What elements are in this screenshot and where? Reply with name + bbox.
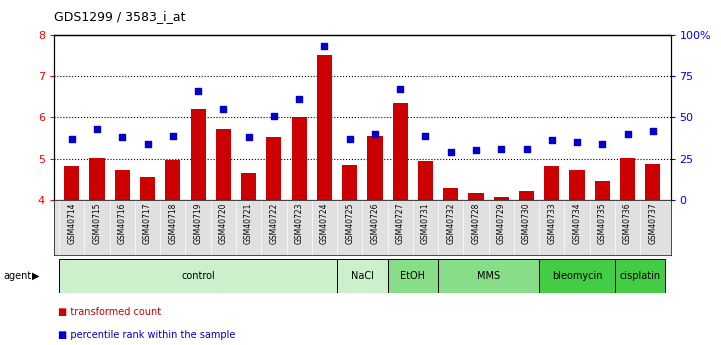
Text: GSM40733: GSM40733: [547, 203, 557, 245]
Point: [344, 136, 355, 141]
Point: [571, 139, 583, 145]
Text: ■ percentile rank within the sample: ■ percentile rank within the sample: [58, 330, 235, 340]
Bar: [438, 259, 539, 293]
Text: MMS: MMS: [477, 271, 500, 281]
Point: [218, 106, 229, 112]
Bar: [595, 181, 610, 200]
Point: [293, 96, 305, 102]
Bar: [615, 259, 665, 293]
Text: GSM40737: GSM40737: [648, 203, 658, 245]
Bar: [317, 55, 332, 200]
Text: GSM40732: GSM40732: [446, 203, 455, 244]
Point: [420, 133, 431, 138]
Text: GSM40731: GSM40731: [421, 203, 430, 244]
Bar: [388, 259, 438, 293]
Text: GSM40727: GSM40727: [396, 203, 404, 244]
Text: GSM40724: GSM40724: [320, 203, 329, 244]
Point: [268, 113, 280, 118]
Point: [470, 148, 482, 153]
Text: control: control: [181, 271, 215, 281]
Text: GSM40728: GSM40728: [472, 203, 480, 244]
Text: GSM40736: GSM40736: [623, 203, 632, 245]
Bar: [443, 188, 459, 200]
Point: [66, 136, 78, 141]
Text: GSM40715: GSM40715: [92, 203, 102, 244]
Text: agent: agent: [4, 271, 32, 281]
Text: GSM40734: GSM40734: [572, 203, 582, 245]
Text: cisplatin: cisplatin: [619, 271, 660, 281]
Text: GSM40717: GSM40717: [143, 203, 152, 244]
Point: [243, 135, 255, 140]
Text: ■ transformed count: ■ transformed count: [58, 307, 161, 317]
Bar: [216, 129, 231, 200]
Point: [546, 138, 557, 143]
Text: GSM40719: GSM40719: [193, 203, 203, 244]
Bar: [342, 165, 357, 200]
Bar: [59, 259, 337, 293]
Bar: [291, 117, 306, 200]
Text: GSM40720: GSM40720: [219, 203, 228, 244]
Point: [117, 135, 128, 140]
Bar: [570, 170, 585, 200]
Text: GSM40729: GSM40729: [497, 203, 505, 244]
Bar: [337, 259, 388, 293]
Point: [647, 128, 658, 133]
Point: [495, 146, 507, 151]
Text: GSM40716: GSM40716: [118, 203, 127, 244]
Point: [142, 141, 154, 147]
Point: [596, 141, 608, 147]
Bar: [519, 191, 534, 200]
Point: [193, 88, 204, 93]
Point: [92, 126, 103, 132]
Text: GSM40721: GSM40721: [244, 203, 253, 244]
Point: [167, 133, 179, 138]
Text: GSM40723: GSM40723: [295, 203, 304, 244]
Text: GSM40726: GSM40726: [371, 203, 379, 244]
Bar: [418, 161, 433, 200]
Bar: [393, 103, 408, 200]
Text: GSM40714: GSM40714: [67, 203, 76, 244]
Bar: [115, 170, 130, 200]
Point: [445, 149, 456, 155]
Bar: [539, 259, 615, 293]
Bar: [645, 164, 660, 200]
Point: [622, 131, 633, 137]
Text: NaCl: NaCl: [351, 271, 373, 281]
Point: [319, 43, 330, 49]
Bar: [620, 158, 635, 200]
Text: GSM40735: GSM40735: [598, 203, 607, 245]
Bar: [140, 177, 155, 200]
Point: [394, 86, 406, 92]
Text: GSM40722: GSM40722: [270, 203, 278, 244]
Point: [521, 146, 532, 151]
Text: GSM40725: GSM40725: [345, 203, 354, 244]
Bar: [64, 166, 79, 200]
Bar: [544, 166, 559, 200]
Bar: [165, 160, 180, 200]
Text: GDS1299 / 3583_i_at: GDS1299 / 3583_i_at: [54, 10, 185, 23]
Text: ▶: ▶: [32, 271, 39, 281]
Bar: [494, 197, 509, 200]
Bar: [241, 173, 256, 200]
Bar: [368, 136, 383, 200]
Bar: [266, 137, 281, 200]
Bar: [89, 158, 105, 200]
Point: [369, 131, 381, 137]
Text: GSM40718: GSM40718: [168, 203, 177, 244]
Bar: [469, 193, 484, 200]
Bar: [190, 109, 205, 200]
Text: GSM40730: GSM40730: [522, 203, 531, 245]
Text: bleomycin: bleomycin: [552, 271, 602, 281]
Text: EtOH: EtOH: [400, 271, 425, 281]
